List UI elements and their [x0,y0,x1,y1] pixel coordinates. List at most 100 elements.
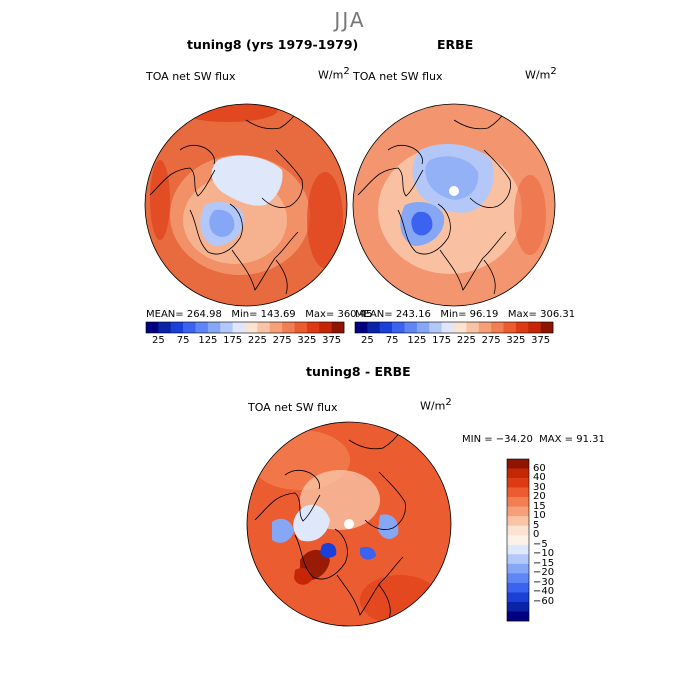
colorbar-swatch [183,322,196,333]
colorbar-swatch [507,563,529,574]
difference-stats: MIN = −34.20 MAX = 91.31 [462,434,605,445]
colorbar-outline [354,321,554,334]
colorbar-tick-label: 325 [297,335,317,346]
colorbar-swatch [507,497,529,507]
colorbar-swatch [507,601,529,612]
colorbar-outline [506,458,530,622]
colorbar-swatch [507,478,529,488]
colorbar-swatch [507,506,529,517]
colorbar-swatch [507,468,529,479]
colorbar-swatch [507,554,529,565]
right-polar-map [353,104,555,306]
colorbar-swatch [478,322,492,333]
colorbar-tick-label: 15 [533,500,546,512]
colorbar-swatch [207,322,221,333]
left-panel-title: tuning8 (yrs 1979-1979) [187,37,359,52]
colorbar-swatch [146,322,159,333]
difference-polar-map [247,422,451,626]
colorbar-swatch [232,322,246,333]
difference-variable-label: TOA net SW flux [248,401,338,414]
colorbar-swatch [507,535,529,546]
left-min: Min= 143.69 [231,309,296,320]
colorbar-tick-label: 20 [533,491,546,503]
colorbar-swatch [416,322,430,333]
colorbar-tick-label: 30 [533,481,546,493]
colorbar-tick-label: −10 [533,548,555,560]
left-stats: MEAN= 264.98 Min= 143.69 Max= 360.45 [146,309,372,320]
colorbar-swatch [507,525,529,536]
colorbar-swatch [367,322,381,333]
left-variable-label: TOA net SW flux [146,70,236,83]
right-units-label: W/m2 [525,66,557,82]
right-panel-title: ERBE [437,37,474,52]
colorbar-swatch [441,322,455,333]
colorbar-tick-label: 75 [385,335,399,346]
colorbar-swatch [466,322,480,333]
right-stats: MEAN= 243.16 Min= 96.19 Max= 306.31 [355,309,575,320]
colorbar-tick-label: 225 [247,335,267,346]
colorbar-swatch [306,322,320,333]
colorbar-swatch [507,544,529,555]
colorbar-tick-label: 60 [533,462,546,474]
colorbar-swatch [429,322,442,333]
colorbar-tick-label: 25 [152,335,165,346]
colorbar-tick-label: 10 [533,510,546,522]
colorbar-swatch [507,516,529,527]
colorbar-swatch [282,322,295,333]
colorbar-swatch [319,322,332,333]
colorbar-tick-label: 175 [432,335,452,346]
colorbar-outline [145,321,345,334]
colorbar-tick-label: −20 [533,567,555,579]
right-mean: MEAN= 243.16 [355,309,431,320]
colorbar-tick-label: 375 [531,335,551,346]
colorbar-swatch [269,322,283,333]
colorbar-swatch [507,459,529,469]
colorbar-tick-label: 325 [506,335,526,346]
left-colorbar [145,321,345,334]
colorbar-tick-label: 0 [533,529,540,541]
colorbar-swatch [379,322,393,333]
colorbar-swatch [507,487,529,498]
colorbar-swatch [454,322,467,333]
colorbar-tick-label: −40 [533,586,555,598]
right-min: Min= 96.19 [440,309,499,320]
colorbar-tick-label: 225 [456,335,476,346]
left-mean: MEAN= 264.98 [146,309,222,320]
left-units-label: W/m2 [318,66,350,82]
colorbar-swatch [170,322,184,333]
colorbar-tick-label: 40 [533,472,546,484]
colorbar-swatch [392,322,405,333]
colorbar-tick-label: −5 [533,538,548,550]
left-max: Max= 360.45 [305,309,373,320]
colorbar-swatch [158,322,172,333]
colorbar-tick-label: 75 [176,335,190,346]
colorbar-swatch [507,582,529,593]
colorbar-tick-label: −15 [533,557,555,569]
colorbar-tick-label: 125 [407,335,427,346]
left-polar-map [145,104,347,306]
right-max: Max= 306.31 [507,309,576,320]
colorbar-tick-label: 275 [481,335,501,346]
colorbar-swatch [404,322,418,333]
colorbar-tick-label: 25 [361,335,374,346]
colorbar-swatch [257,322,271,333]
colorbar-tick-label: 375 [322,335,342,346]
colorbar-swatch [540,322,554,333]
colorbar-swatch [331,322,345,333]
colorbar-swatch [245,322,258,333]
colorbar-tick-label: 125 [198,335,218,346]
colorbar-swatch [195,322,209,333]
colorbar-swatch [507,573,529,584]
colorbar-tick-label: 175 [223,335,243,346]
difference-panel-title: tuning8 - ERBE [306,364,411,379]
season-title: JJA [334,8,366,32]
colorbar-swatch [507,611,529,622]
colorbar-swatch [507,592,529,603]
colorbar-tick-label: 5 [533,519,540,531]
difference-min: MIN = −34.20 [462,434,533,445]
colorbar-swatch [528,322,541,333]
difference-max: MAX = 91.31 [539,434,605,445]
colorbar-swatch [491,322,504,333]
colorbar-swatch [355,322,368,333]
